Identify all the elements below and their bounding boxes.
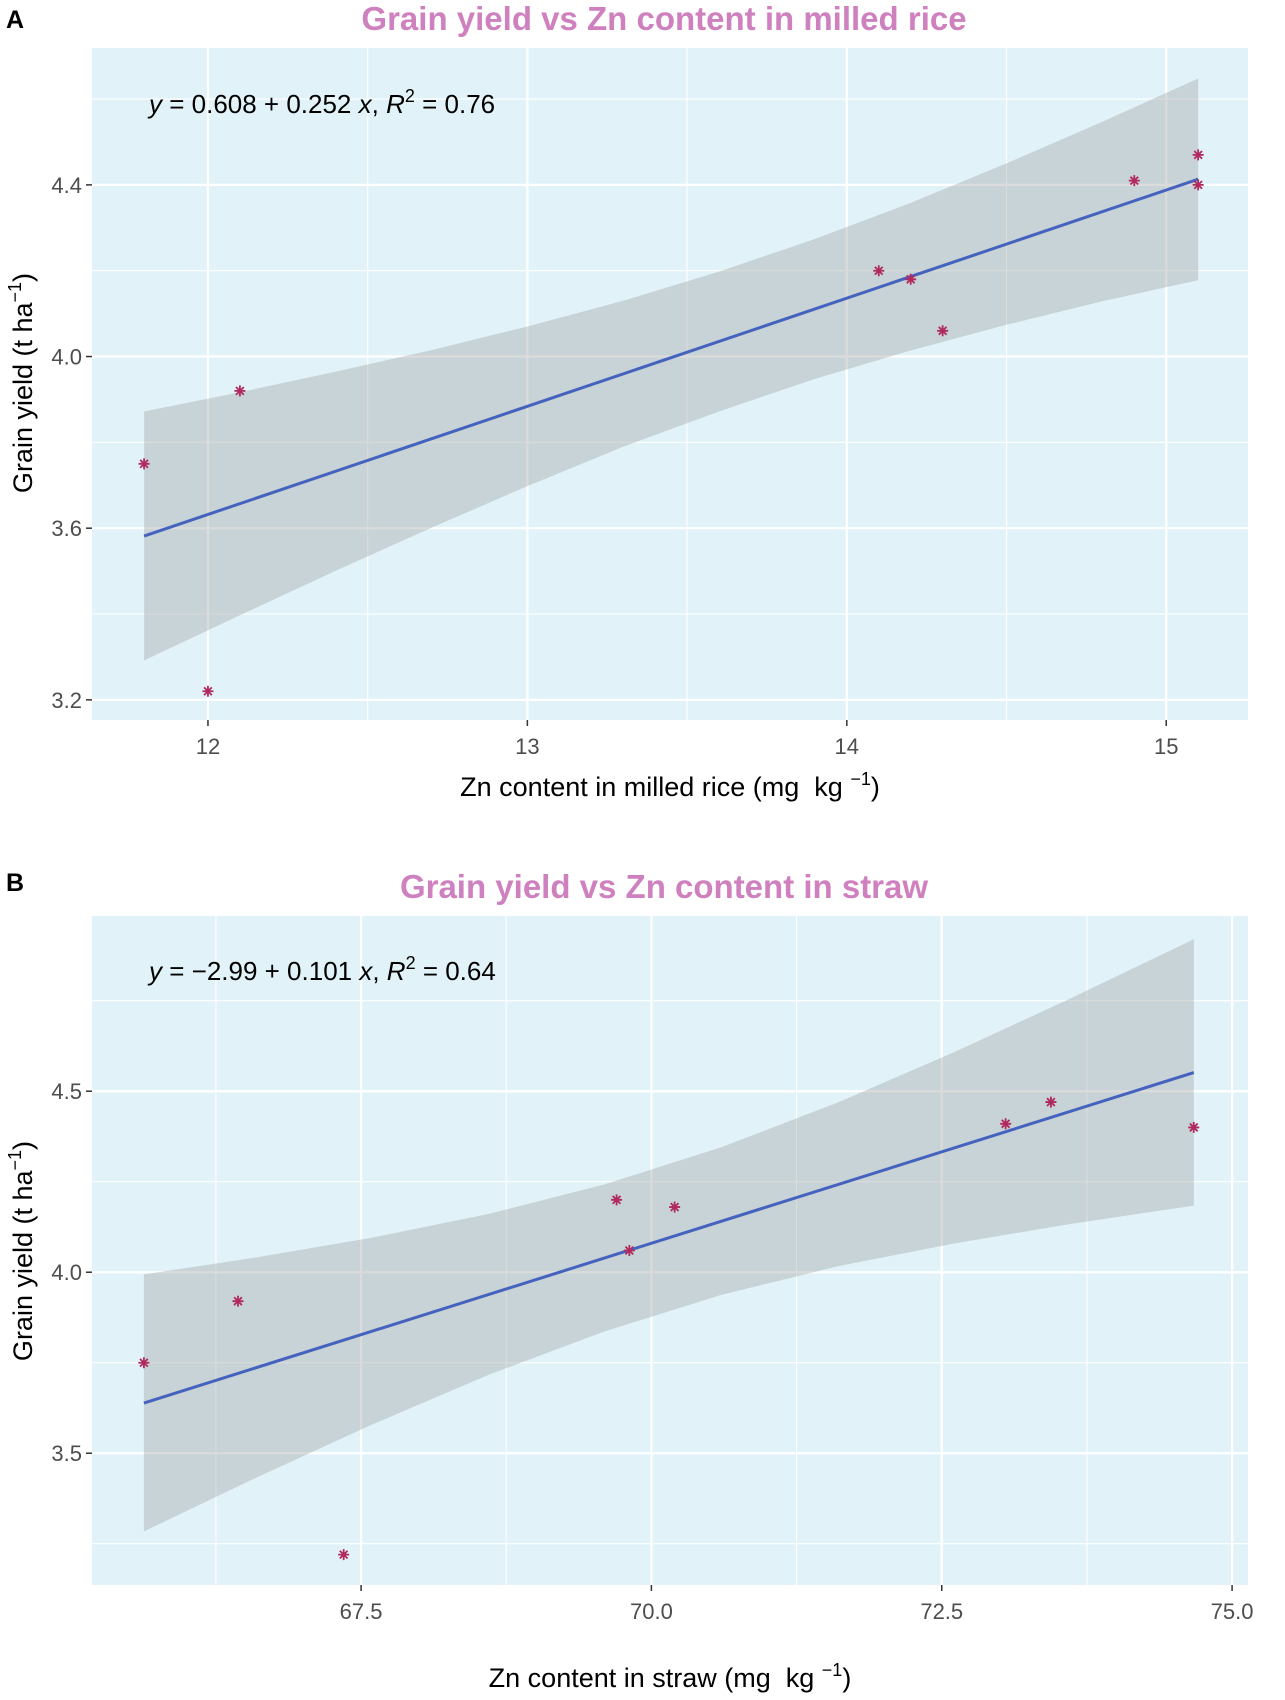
x-axis-title-a: Zn content in milled rice (mg kg −1) bbox=[460, 769, 880, 802]
equation-separator: , bbox=[372, 956, 386, 986]
y-axis-title-close: ) bbox=[8, 273, 38, 282]
y-axis-title-text: Grain yield (t ha bbox=[8, 1169, 38, 1361]
equation-x-variable: x bbox=[357, 89, 373, 119]
y-axis-title-superscript: −1 bbox=[5, 1150, 25, 1171]
x-tick-label: 15 bbox=[1154, 734, 1178, 759]
chart-title-a: Grain yield vs Zn content in milled rice bbox=[361, 0, 966, 37]
y-axis-title-superscript: −1 bbox=[5, 282, 25, 303]
data-point bbox=[232, 1295, 244, 1307]
confidence-band bbox=[143, 939, 1194, 1532]
plot-area-b: 67.5 70.0 72.5 75.0 3.5 4.0 4.5 bbox=[51, 916, 1254, 1624]
equation-r2-value: = 0.76 bbox=[415, 89, 495, 119]
y-axis-title-b: Grain yield (t ha−1) bbox=[5, 1141, 38, 1361]
data-point bbox=[669, 1201, 681, 1213]
y-axis-title-close: ) bbox=[8, 1141, 38, 1150]
x-axis-title-text: Zn content in straw (mg kg bbox=[489, 1663, 822, 1693]
x-axis-title-superscript: −1 bbox=[822, 1660, 843, 1680]
data-point bbox=[1188, 1121, 1200, 1133]
y-tick-label: 4.0 bbox=[51, 345, 82, 370]
data-point bbox=[1045, 1096, 1057, 1108]
x-axis-title-text: Zn content in milled rice (mg kg bbox=[460, 772, 850, 802]
data-point bbox=[138, 458, 150, 470]
confidence-band bbox=[144, 78, 1199, 661]
equation-coefficients: = 0.608 + 0.252 bbox=[162, 89, 359, 119]
panel-label-a: A bbox=[6, 6, 24, 34]
x-tick-label: 67.5 bbox=[340, 1599, 383, 1624]
regression-line bbox=[143, 1071, 1195, 1405]
x-axis-title-close: ) bbox=[842, 1663, 851, 1693]
x-axis-title-superscript: −1 bbox=[850, 769, 871, 789]
data-point bbox=[1192, 179, 1204, 191]
data-point bbox=[873, 265, 885, 277]
x-axis-title-close: ) bbox=[871, 772, 880, 802]
x-tick-label: 72.5 bbox=[920, 1599, 963, 1624]
x-tick-label: 75.0 bbox=[1211, 1599, 1254, 1624]
chart-b: 67.5 70.0 72.5 75.0 3.5 4.0 4.5 B Grain yield … bbox=[5, 868, 1254, 1693]
data-point bbox=[338, 1549, 350, 1561]
y-tick-label: 3.6 bbox=[51, 516, 82, 541]
data-point bbox=[202, 685, 214, 697]
y-tick-label: 4.4 bbox=[51, 173, 82, 198]
equation-r-superscript: 2 bbox=[405, 86, 415, 106]
x-tick-label: 13 bbox=[515, 734, 539, 759]
plot-panel bbox=[92, 916, 1248, 1585]
y-axis-title-a: Grain yield (t ha−1) bbox=[5, 273, 38, 493]
plot-panel bbox=[92, 48, 1248, 720]
data-point bbox=[138, 1357, 150, 1369]
x-tick-label: 14 bbox=[835, 734, 859, 759]
data-point bbox=[1128, 175, 1140, 187]
data-point bbox=[1192, 149, 1204, 161]
data-point bbox=[1000, 1118, 1012, 1130]
y-tick-label: 4.0 bbox=[51, 1260, 82, 1285]
y-tick-label: 3.5 bbox=[51, 1441, 82, 1466]
equation-r-superscript: 2 bbox=[406, 953, 416, 973]
data-point bbox=[611, 1194, 623, 1206]
equation-x-variable: x bbox=[357, 956, 373, 986]
y-tick-label: 3.2 bbox=[51, 688, 82, 713]
y-tick-label: 4.5 bbox=[51, 1079, 82, 1104]
regression-equation-b: y = −2.99 + 0.101 x, R2 = 0.64 bbox=[147, 953, 496, 986]
equation-r2-value: = 0.64 bbox=[416, 956, 496, 986]
data-point bbox=[623, 1245, 635, 1256]
equation-r-variable: R bbox=[386, 89, 405, 119]
panel-label-b: B bbox=[6, 869, 24, 897]
y-axis-title-text: Grain yield (t ha bbox=[8, 301, 38, 493]
chart-title-b: Grain yield vs Zn content in straw bbox=[400, 868, 928, 905]
equation-r-variable: R bbox=[387, 956, 406, 986]
x-axis-title-b: Zn content in straw (mg kg −1) bbox=[489, 1660, 852, 1693]
plot-area-a: 12 13 14 15 3.2 3.6 4.0 4.4 bbox=[51, 48, 1248, 759]
regression-line bbox=[143, 177, 1199, 538]
equation-y-variable: y bbox=[147, 89, 164, 119]
equation-y-variable: y bbox=[147, 956, 164, 986]
x-tick-label: 12 bbox=[196, 734, 220, 759]
data-point bbox=[937, 325, 949, 337]
data-point bbox=[905, 273, 917, 285]
x-tick-label: 70.0 bbox=[630, 1599, 673, 1624]
regression-equation-a: y = 0.608 + 0.252 x, R2 = 0.76 bbox=[147, 86, 495, 119]
equation-coefficients: = −2.99 + 0.101 bbox=[162, 956, 359, 986]
data-point bbox=[234, 385, 246, 397]
chart-a: 12 13 14 15 3.2 3.6 4.0 4.4 A Grain yield vs Zn… bbox=[5, 0, 1248, 802]
equation-separator: , bbox=[372, 89, 386, 119]
